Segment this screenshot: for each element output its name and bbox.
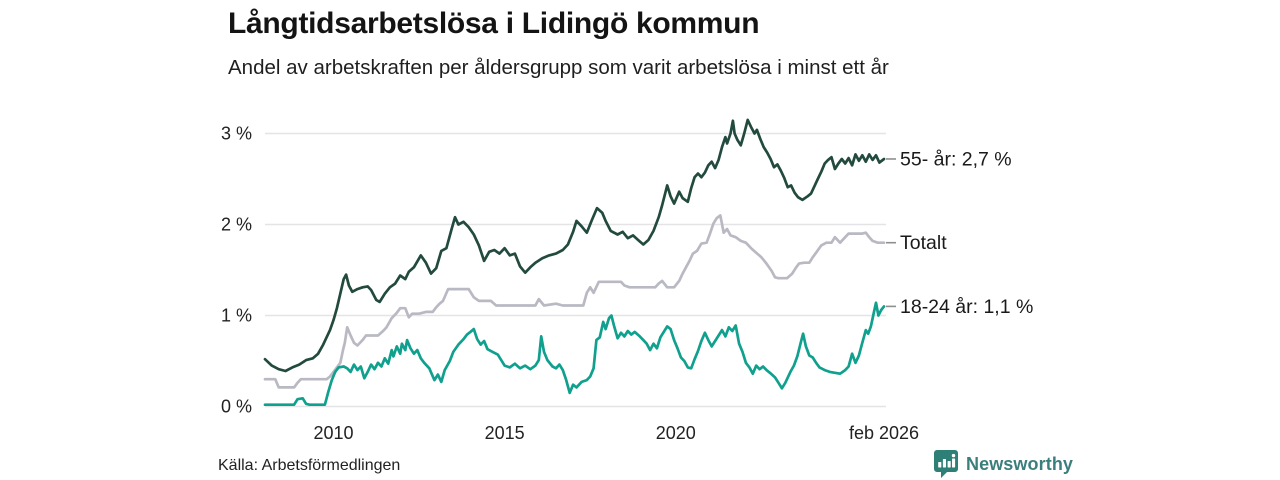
x-tick-label: feb 2026 bbox=[849, 423, 919, 443]
y-tick-label: 2 % bbox=[221, 215, 252, 235]
x-tick-label: 2010 bbox=[313, 423, 353, 443]
series-line-18-24-r bbox=[263, 301, 886, 407]
brand-logo: Newsworthy bbox=[933, 449, 1073, 479]
series-line-55-r bbox=[263, 118, 886, 373]
series-line-totalt bbox=[263, 214, 886, 389]
series-annotation-18-24-r: 18-24 år: 1,1 % bbox=[900, 296, 1033, 318]
series-annotation-55-r: 55- år: 2,7 % bbox=[900, 148, 1012, 170]
page-title: Långtidsarbetslösa i Lidingö kommun bbox=[228, 7, 760, 40]
page-subtitle: Andel av arbetskraften per åldersgrupp s… bbox=[228, 56, 889, 79]
series-annotation-totalt: Totalt bbox=[900, 232, 947, 254]
y-tick-label: 3 % bbox=[221, 124, 252, 144]
newsworthy-icon bbox=[934, 450, 958, 478]
y-tick-label: 1 % bbox=[221, 306, 252, 326]
x-tick-label: 2015 bbox=[485, 423, 525, 443]
chart-header: Långtidsarbetslösa i Lidingö kommun Ande… bbox=[228, 6, 1128, 80]
brand-name: Newsworthy bbox=[966, 453, 1074, 474]
x-tick-label: 2020 bbox=[656, 423, 696, 443]
source-note: Källa: Arbetsförmedlingen bbox=[218, 457, 401, 474]
y-tick-label: 0 % bbox=[221, 397, 252, 417]
